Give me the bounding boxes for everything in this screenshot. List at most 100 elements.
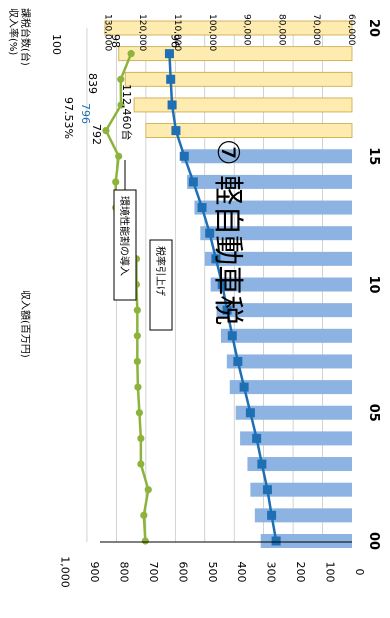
revenue-bar — [216, 303, 352, 318]
rate-point — [134, 383, 142, 391]
rate-point — [133, 332, 141, 340]
revenue-bar — [260, 534, 352, 548]
count-point — [188, 177, 198, 187]
rate-point — [117, 75, 125, 83]
rate-tick-label: 96 — [168, 34, 181, 48]
revenue-bar — [104, 20, 353, 36]
revenue-bar — [187, 174, 352, 189]
count-point — [217, 280, 227, 289]
count-point — [245, 408, 255, 418]
count-point — [271, 536, 281, 546]
rate-point — [115, 152, 123, 160]
rev19b-label: 796 — [79, 103, 92, 124]
rate-point — [112, 178, 120, 186]
revenue-tick-label: 800 — [117, 562, 130, 583]
revenue-tick-label: 0 — [353, 569, 366, 576]
revenue-bar — [250, 482, 352, 497]
annotation-tax-text: 税率引上げ — [154, 246, 167, 296]
rate-point — [137, 460, 145, 468]
revenue-tick-label: 400 — [235, 562, 248, 583]
revenue-bar — [133, 97, 353, 113]
count-point — [227, 331, 237, 341]
count-point — [164, 49, 174, 59]
rate-tick-label: 98 — [109, 34, 122, 48]
revenue-bars — [104, 20, 353, 548]
rate-point — [135, 409, 143, 417]
annotation-tax: 税率引上げ — [149, 239, 173, 331]
count-tick-label: 100,000 — [207, 14, 217, 51]
revenue-bar — [229, 380, 352, 395]
count-point — [252, 433, 262, 443]
revenue-bar — [118, 46, 353, 62]
revenue-tick-label: 100 — [324, 562, 337, 583]
count-tick-label: 130,000 — [102, 14, 112, 51]
count-point — [167, 100, 177, 110]
revenue-bar — [235, 405, 352, 420]
rate-axis-label: 収入率(%) — [7, 8, 20, 55]
rate-point — [117, 101, 125, 109]
year-tick-label: 05 — [366, 404, 381, 422]
rate-point — [141, 537, 149, 545]
count-tick-label: 60,000 — [346, 14, 356, 46]
revenue-tick-label: 200 — [294, 562, 307, 583]
rate-point — [144, 486, 152, 494]
revenue-bar — [181, 149, 352, 164]
revenue-tick-label: 600 — [176, 562, 189, 583]
revenue-tick-label: 500 — [206, 562, 219, 583]
count-point — [171, 126, 181, 136]
count-tick-label: 110,000 — [172, 14, 182, 51]
count-series — [164, 49, 281, 546]
rate-point — [140, 511, 148, 519]
revenue-bar — [194, 200, 352, 215]
gridlines — [86, 28, 323, 542]
tick-labels: 0 100 200 300 400 500 600 700 800 900 1,000 60,000 7… — [50, 14, 381, 588]
rate-last-label: 97.53% — [62, 97, 75, 139]
year-tick-label: 15 — [366, 147, 381, 165]
count-point — [239, 382, 249, 392]
count-point — [262, 485, 272, 495]
rate-line — [104, 53, 150, 542]
revenue-bar — [210, 277, 352, 292]
revenue-bar — [247, 457, 352, 472]
annotation-env: 環境性能割の導入 — [113, 160, 137, 301]
revenue-bar — [254, 508, 352, 523]
count-tick-label: 120,000 — [137, 14, 147, 51]
count-tick-label: 80,000 — [276, 14, 286, 46]
rate-point — [133, 357, 141, 366]
chart-title: ⑦ 軽自動車税 — [210, 139, 245, 325]
year-tick-label: 00 — [366, 532, 381, 550]
rate-point — [137, 434, 145, 442]
revenue-tick-label: 700 — [147, 562, 160, 583]
revenue-bar — [204, 251, 352, 266]
count-point — [205, 228, 215, 238]
count-point — [267, 510, 277, 520]
count-point — [197, 203, 207, 213]
revenue-tick-label: 300 — [265, 562, 278, 583]
rate-point — [133, 306, 141, 314]
count-point — [211, 254, 221, 264]
revenue-tick-label: 1,000 — [59, 556, 72, 588]
count-point — [222, 305, 232, 315]
annotation-env-text: 環境性能割の導入 — [118, 196, 131, 276]
revenue-bar — [220, 328, 352, 343]
count-tick-label: 90,000 — [242, 14, 252, 46]
revenue-bar — [226, 354, 352, 369]
year-tick-label: 10 — [366, 275, 381, 293]
revenue-bar — [200, 226, 352, 241]
rate-series — [102, 50, 152, 545]
revenue-bar — [145, 123, 353, 138]
count-last-label: 112,460台 — [120, 84, 134, 141]
count-point — [233, 356, 243, 366]
count-point — [166, 74, 176, 84]
count-point — [257, 459, 267, 469]
left-axis-label: 収入額(百万円) — [19, 290, 32, 358]
revenue-bar — [240, 431, 352, 446]
rate-tick-label: 100 — [50, 34, 63, 55]
count-point — [179, 151, 189, 161]
rate-point — [102, 127, 110, 135]
count-axis-label: 課税台数(台) — [19, 8, 32, 66]
count-tick-label: 70,000 — [311, 14, 321, 46]
revenue-tick-label: 900 — [88, 562, 101, 583]
revenue-bar — [124, 71, 353, 87]
